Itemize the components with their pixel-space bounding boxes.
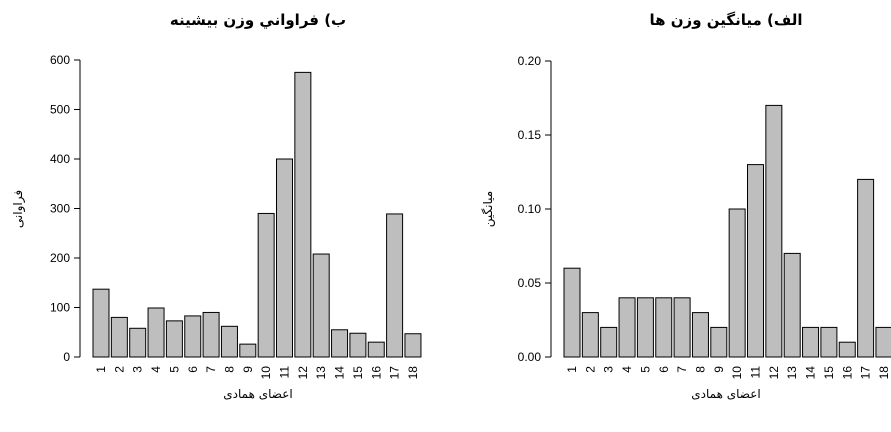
bar [276,158,293,358]
x-tick-label: 10 [730,366,744,380]
chart-title: الف) میانگین وزن ها [650,11,803,29]
bar [386,213,404,358]
x-tick-label: 6 [657,366,671,373]
x-axis-label: اعضای همادی [223,387,292,401]
bar [312,253,330,358]
x-tick-label: 18 [406,366,420,380]
x-tick-label: 17 [859,366,873,380]
x-tick-label: 1 [94,366,108,373]
x-axis-label: اعضای همادی [691,387,760,401]
bar [875,326,891,358]
bar [147,307,165,358]
bar [747,164,764,358]
x-tick-label: 3 [131,366,145,373]
y-tick-label: 0.15 [518,128,542,142]
x-tick-label: 18 [877,366,891,380]
bar [220,325,238,358]
bar [728,208,746,358]
x-tick-label: 9 [241,366,255,373]
bar [331,329,349,358]
y-tick-label: 0.00 [518,350,542,364]
bar [257,212,275,358]
bar [765,104,783,358]
x-tick-label: 17 [388,366,402,380]
x-tick-label: 10 [259,366,273,380]
chart-title: ب) فراواني وزن بيشينه [170,11,346,29]
x-tick-label: 8 [693,366,707,373]
x-tick-label: 14 [333,366,347,380]
y-axis-label: میانگین [481,191,496,227]
bar [294,71,312,358]
bar [618,297,636,358]
x-tick-label: 13 [785,366,799,380]
y-tick-label: 400 [50,152,70,166]
bar [110,316,128,358]
bar [367,341,385,358]
bar [783,252,801,358]
x-tick-label: 6 [186,366,200,373]
bar [820,326,838,358]
bar [857,178,875,358]
bar [838,341,856,358]
y-tick-label: 0.05 [518,276,542,290]
y-tick-label: 0.20 [518,54,542,68]
bar [563,267,581,358]
x-tick-label: 4 [149,366,163,373]
x-tick-label: 5 [167,366,181,373]
y-tick-label: 0 [63,350,70,364]
y-tick-label: 300 [50,202,70,216]
x-tick-label: 16 [840,366,854,380]
bar [349,332,367,358]
x-tick-label: 12 [767,366,781,380]
x-tick-label: 2 [112,366,126,373]
bar [239,343,257,358]
y-tick-label: 0.10 [518,202,542,216]
x-tick-label: 3 [602,366,616,373]
x-tick-label: 15 [822,366,836,380]
y-tick-label: 600 [50,53,70,67]
bar [655,297,673,358]
chart-panel-max-weight-frequency: ب) فراواني وزن بيشينه اعضای همادی فراوان… [11,11,422,401]
y-tick-label: 500 [50,103,70,117]
x-tick-label: 15 [351,366,365,380]
chart-panel-mean-weights: الف) میانگین وزن ها اعضای همادی میانگین … [481,11,891,401]
bar [184,315,202,358]
y-tick-label: 100 [50,301,70,315]
bar [581,312,599,358]
x-tick-label: 1 [565,366,579,373]
x-tick-label: 14 [804,366,818,380]
x-tick-label: 11 [278,366,292,379]
x-tick-label: 4 [620,366,634,373]
bar [710,326,728,358]
bar [673,297,691,358]
bar [802,326,820,358]
bar [129,327,147,358]
bar [202,311,220,358]
bar [691,312,709,358]
x-tick-label: 2 [583,366,597,373]
bar [92,288,110,358]
x-tick-label: 9 [712,366,726,373]
bar [636,297,654,358]
x-tick-label: 12 [296,366,310,380]
x-tick-label: 7 [204,366,218,373]
x-tick-label: 8 [222,366,236,373]
bar [165,320,183,358]
x-tick-label: 16 [369,366,383,380]
x-tick-label: 13 [314,366,328,380]
y-tick-label: 200 [50,251,70,265]
x-tick-label: 7 [675,366,689,373]
x-tick-label: 5 [638,366,652,373]
x-tick-label: 11 [749,366,763,379]
bar [404,333,422,358]
bar [600,326,618,358]
y-axis-label: فراوانی [11,190,26,228]
